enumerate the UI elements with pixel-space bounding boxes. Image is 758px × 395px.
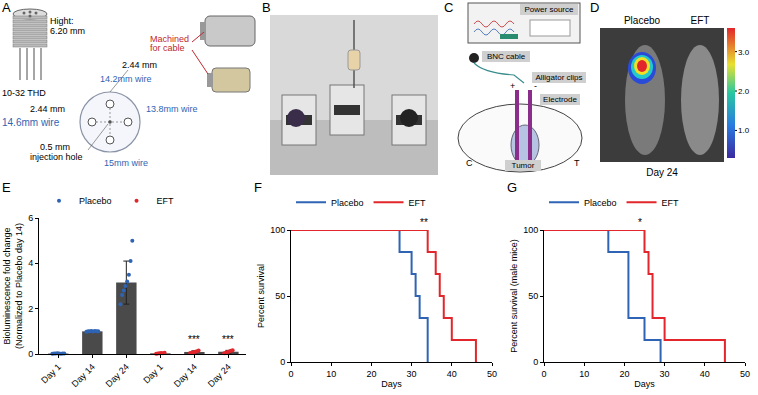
svg-text:Day 14: Day 14: [70, 362, 97, 389]
svg-text:2: 2: [28, 304, 33, 314]
svg-text:15mm wire: 15mm wire: [104, 158, 148, 168]
svg-text:30: 30: [660, 369, 670, 379]
svg-text:50: 50: [487, 369, 497, 379]
svg-text:***: ***: [188, 334, 200, 345]
svg-text:100: 100: [523, 225, 538, 235]
svg-text:2.44 mm: 2.44 mm: [30, 104, 65, 114]
svg-text:+: +: [510, 81, 515, 91]
svg-text:Alligator clips: Alligator clips: [535, 73, 582, 82]
svg-text:Placebo: Placebo: [79, 196, 112, 206]
svg-text:Placebo: Placebo: [331, 198, 364, 208]
svg-text:3.0: 3.0: [738, 48, 750, 57]
svg-text:Days: Days: [634, 379, 655, 389]
svg-text:Hight:: Hight:: [50, 16, 74, 26]
svg-text:EFT: EFT: [409, 198, 427, 208]
svg-text:13.8mm wire: 13.8mm wire: [146, 104, 198, 114]
svg-text:Electrode: Electrode: [543, 95, 577, 104]
svg-text:**: **: [420, 217, 428, 228]
html-text:G: G: [507, 180, 518, 195]
svg-text:EFT: EFT: [662, 198, 680, 208]
svg-text:2.44 mm: 2.44 mm: [122, 60, 157, 70]
svg-text:Percent survival (male mice): Percent survival (male mice): [509, 239, 519, 353]
svg-text:50: 50: [740, 369, 750, 379]
svg-text:T: T: [574, 158, 580, 168]
svg-text:0: 0: [533, 357, 538, 367]
svg-text:10: 10: [579, 369, 589, 379]
svg-text:4: 4: [28, 258, 33, 268]
svg-text:10-32 THD: 10-32 THD: [2, 88, 46, 98]
svg-text:50: 50: [528, 291, 538, 301]
svg-text:Day 1: Day 1: [39, 362, 63, 386]
svg-text:Day 24: Day 24: [206, 362, 233, 389]
svg-text:Day 14: Day 14: [172, 362, 199, 389]
svg-text:14.2mm wire: 14.2mm wire: [100, 74, 152, 84]
svg-text:*: *: [638, 217, 642, 228]
svg-text:2.0: 2.0: [738, 87, 750, 96]
svg-text:50: 50: [275, 291, 285, 301]
svg-text:30: 30: [407, 369, 417, 379]
svg-text:-: -: [534, 81, 537, 91]
svg-text:Machined: Machined: [150, 34, 189, 44]
svg-text:Placebo: Placebo: [624, 15, 661, 26]
svg-text:10: 10: [326, 369, 336, 379]
svg-text:B: B: [262, 0, 271, 15]
svg-text:A: A: [2, 0, 11, 15]
svg-text:20: 20: [366, 369, 376, 379]
svg-text:Day 24: Day 24: [646, 167, 678, 178]
svg-text:40: 40: [700, 369, 710, 379]
svg-text:C: C: [466, 158, 473, 168]
svg-text:Bioluminescence fold change(No: Bioluminescence fold change(Normalized t…: [2, 223, 24, 349]
html-text:F: F: [254, 180, 262, 195]
svg-text:20: 20: [619, 369, 629, 379]
svg-text:D: D: [590, 0, 599, 15]
svg-text:1.0: 1.0: [738, 126, 750, 135]
svg-text:injection hole: injection hole: [30, 152, 83, 162]
svg-text:14.6mm wire: 14.6mm wire: [2, 117, 60, 128]
svg-text:Power source: Power source: [525, 5, 574, 14]
svg-text:Percent survival: Percent survival: [256, 264, 266, 328]
svg-text:6.20 mm: 6.20 mm: [50, 26, 85, 36]
svg-text:EFT: EFT: [691, 15, 710, 26]
html-text:E: E: [2, 180, 11, 195]
svg-text:***: ***: [222, 334, 234, 345]
svg-text:Tumor: Tumor: [512, 161, 535, 170]
svg-text:for cable: for cable: [150, 43, 185, 53]
svg-text:100: 100: [270, 225, 285, 235]
svg-text:BNC cable: BNC cable: [487, 52, 526, 61]
svg-text:Placebo: Placebo: [584, 198, 617, 208]
svg-text:0: 0: [280, 357, 285, 367]
svg-text:Days: Days: [381, 379, 402, 389]
svg-text:0: 0: [28, 349, 33, 359]
svg-text:0.5 mm: 0.5 mm: [40, 142, 70, 152]
svg-text:0: 0: [541, 369, 546, 379]
svg-text:C: C: [444, 0, 453, 15]
svg-text:0: 0: [288, 369, 293, 379]
svg-text:EFT: EFT: [157, 196, 175, 206]
svg-text:40: 40: [447, 369, 457, 379]
svg-text:Day 24: Day 24: [104, 362, 131, 389]
svg-text:Day 1: Day 1: [141, 362, 165, 386]
svg-text:6: 6: [28, 213, 33, 223]
